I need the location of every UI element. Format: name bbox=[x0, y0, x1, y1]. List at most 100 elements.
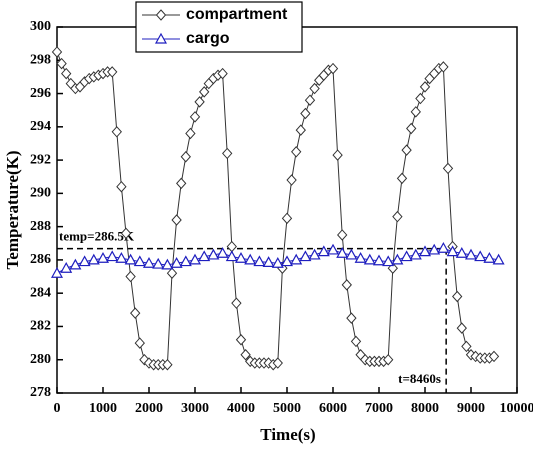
x-tick-label: 8000 bbox=[411, 401, 439, 416]
marker-triangle bbox=[345, 248, 358, 260]
marker-triangle bbox=[280, 255, 294, 267]
marker-triangle bbox=[234, 252, 248, 263]
marker-diamond bbox=[392, 210, 403, 223]
marker-diamond bbox=[111, 126, 122, 138]
marker-triangle bbox=[244, 253, 257, 265]
marker-diamond bbox=[461, 340, 472, 353]
marker-diamond bbox=[396, 172, 408, 185]
legend-label: compartment bbox=[186, 6, 288, 23]
marker-diamond bbox=[171, 214, 182, 226]
marker-diamond bbox=[291, 146, 302, 158]
marker-diamond bbox=[107, 66, 118, 78]
marker-diamond bbox=[456, 322, 467, 334]
x-tick-label: 1000 bbox=[89, 401, 117, 416]
y-tick-label: 290 bbox=[30, 186, 51, 201]
marker-diamond bbox=[235, 334, 247, 346]
marker-diamond bbox=[162, 358, 173, 371]
marker-triangle bbox=[464, 248, 478, 260]
marker-diamond bbox=[199, 86, 210, 98]
marker-diamond bbox=[155, 9, 167, 21]
marker-triangle bbox=[179, 255, 192, 267]
marker-triangle bbox=[170, 257, 183, 268]
marker-diamond bbox=[327, 62, 339, 75]
y-tick-label: 278 bbox=[30, 385, 51, 400]
y-axis-label: Temperature(K) bbox=[3, 151, 22, 270]
marker-diamond bbox=[281, 212, 293, 225]
marker-triangle bbox=[409, 248, 422, 260]
marker-diamond bbox=[222, 147, 233, 160]
marker-diamond bbox=[387, 262, 398, 274]
y-tick-label: 280 bbox=[30, 352, 51, 367]
y-tick-label: 292 bbox=[30, 152, 51, 167]
marker-diamond bbox=[304, 94, 316, 106]
marker-triangle bbox=[290, 253, 303, 265]
marker-diamond bbox=[51, 46, 63, 58]
plot-frame bbox=[56, 26, 518, 394]
marker-diamond bbox=[346, 312, 357, 324]
marker-triangle bbox=[188, 253, 202, 265]
marker-triangle bbox=[400, 250, 413, 262]
marker-triangle bbox=[96, 252, 110, 263]
marker-triangle bbox=[60, 261, 73, 273]
marker-triangle bbox=[87, 253, 100, 265]
y-tick-label: 288 bbox=[30, 219, 51, 234]
marker-triangle bbox=[115, 252, 128, 263]
marker-diamond bbox=[176, 177, 187, 190]
marker-diamond bbox=[286, 174, 297, 186]
marker-diamond bbox=[442, 162, 454, 175]
y-tick-label: 286 bbox=[30, 252, 51, 267]
marker-triangle bbox=[106, 250, 119, 262]
annotation: temp=286.5K bbox=[59, 229, 135, 244]
marker-diamond bbox=[383, 353, 394, 366]
y-tick-label: 294 bbox=[30, 119, 51, 134]
marker-diamond bbox=[125, 270, 136, 283]
marker-triangle bbox=[262, 256, 275, 268]
marker-diamond bbox=[295, 124, 306, 136]
marker-diamond bbox=[120, 227, 132, 240]
x-tick-label: 6000 bbox=[319, 401, 347, 416]
y-tick-label: 296 bbox=[30, 86, 51, 101]
marker-triangle bbox=[124, 253, 137, 265]
marker-triangle bbox=[446, 245, 459, 257]
x-tick-label: 9000 bbox=[457, 401, 485, 416]
marker-diamond bbox=[401, 144, 412, 156]
marker-triangle bbox=[161, 258, 174, 270]
marker-diamond bbox=[226, 240, 237, 253]
legend-box bbox=[135, 1, 303, 53]
marker-diamond bbox=[185, 127, 196, 140]
marker-diamond bbox=[337, 229, 348, 241]
x-tick-label: 10000 bbox=[500, 401, 533, 416]
series-line bbox=[56, 51, 495, 366]
marker-triangle bbox=[152, 257, 165, 269]
marker-triangle bbox=[78, 255, 91, 267]
marker-triangle bbox=[363, 253, 376, 265]
marker-triangle bbox=[299, 250, 312, 262]
marker-triangle bbox=[317, 245, 330, 257]
marker-triangle bbox=[50, 266, 64, 278]
marker-triangle bbox=[492, 253, 505, 265]
marker-diamond bbox=[61, 67, 72, 80]
marker-diamond bbox=[350, 335, 362, 348]
marker-diamond bbox=[332, 149, 343, 161]
x-tick-label: 0 bbox=[54, 401, 61, 416]
marker-diamond bbox=[300, 107, 311, 120]
marker-diamond bbox=[341, 279, 352, 291]
marker-diamond bbox=[488, 350, 500, 363]
y-tick-label: 300 bbox=[30, 19, 51, 34]
marker-diamond bbox=[272, 357, 283, 369]
x-tick-label: 3000 bbox=[181, 401, 209, 416]
marker-triangle bbox=[69, 258, 82, 270]
marker-diamond bbox=[309, 82, 320, 95]
legend-label: cargo bbox=[186, 30, 230, 47]
marker-triangle bbox=[225, 250, 238, 262]
marker-triangle bbox=[474, 250, 487, 262]
x-tick-label: 5000 bbox=[273, 401, 301, 416]
marker-diamond bbox=[217, 67, 228, 80]
marker-diamond bbox=[406, 122, 417, 135]
marker-diamond bbox=[231, 297, 242, 309]
marker-triangle bbox=[207, 248, 220, 260]
marker-triangle bbox=[437, 242, 450, 253]
marker-diamond bbox=[419, 81, 431, 93]
marker-triangle bbox=[216, 247, 229, 258]
marker-triangle bbox=[382, 255, 395, 267]
